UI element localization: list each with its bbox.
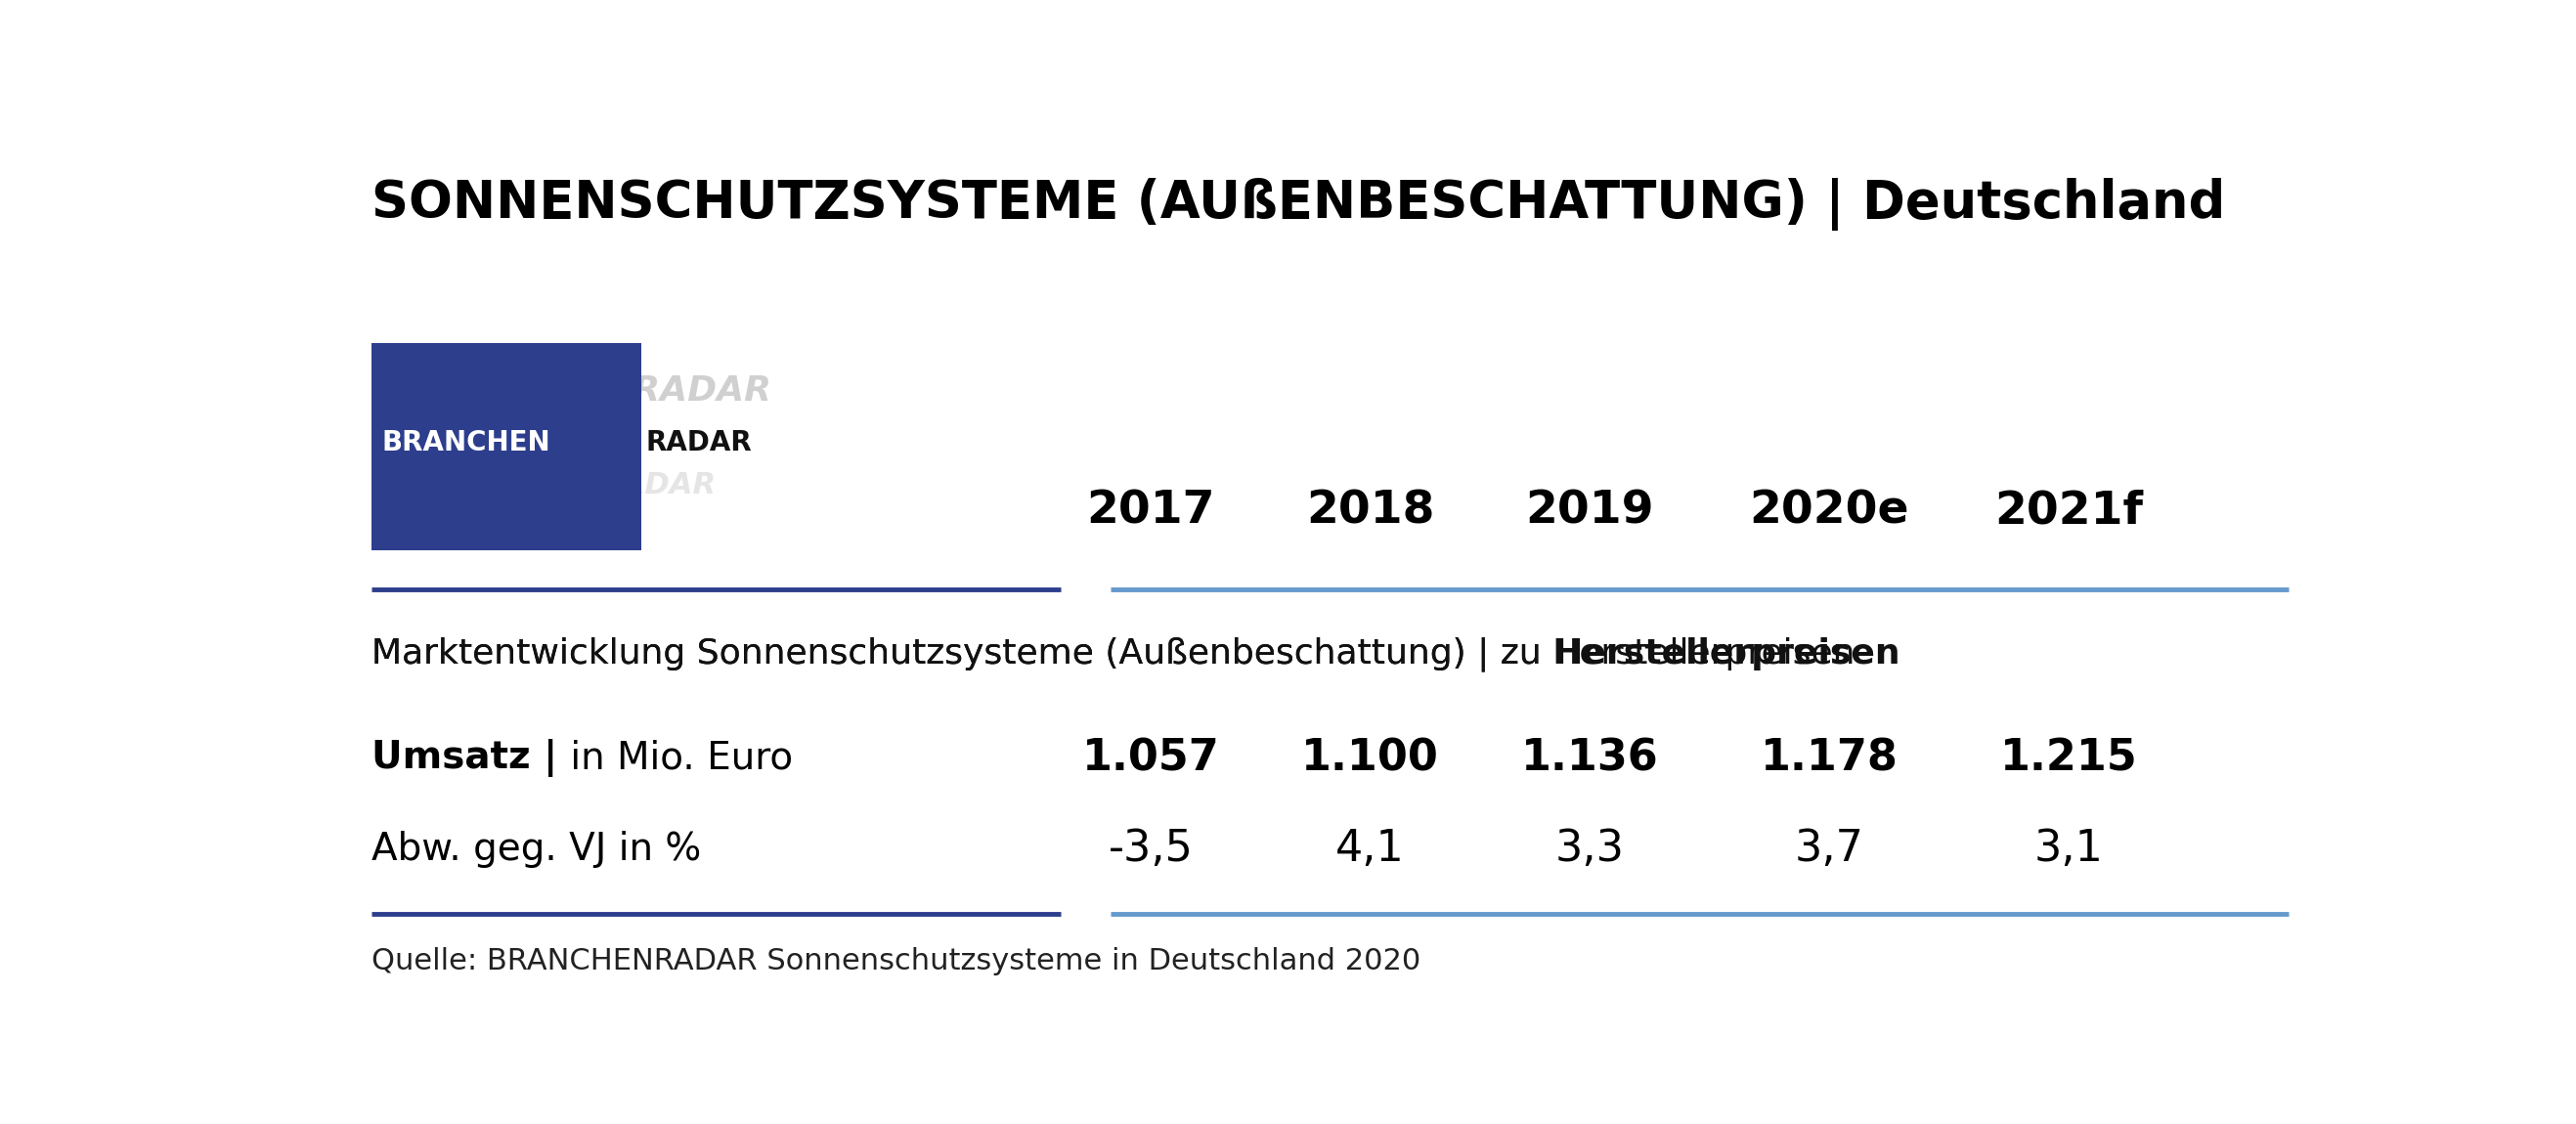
Text: BRANCHEN: BRANCHEN [381, 428, 551, 456]
Text: 1.057: 1.057 [1082, 737, 1218, 779]
Text: 1.100: 1.100 [1301, 737, 1440, 779]
Text: 4,1: 4,1 [1334, 828, 1404, 870]
Text: in Mio. Euro: in Mio. Euro [559, 740, 793, 777]
FancyBboxPatch shape [371, 343, 641, 551]
Text: 3,7: 3,7 [1795, 828, 1865, 870]
Text: 2018: 2018 [1306, 489, 1435, 534]
Text: 3,1: 3,1 [2035, 828, 2105, 870]
Text: Herstellerpreisen: Herstellerpreisen [1553, 637, 1901, 671]
Text: RADAR: RADAR [647, 428, 752, 456]
Text: 1.178: 1.178 [1759, 737, 1899, 779]
Text: Umsatz |: Umsatz | [371, 738, 559, 777]
Text: BRANCHENRADAR: BRANCHENRADAR [412, 374, 770, 407]
Text: Abw. geg. VJ in %: Abw. geg. VJ in % [371, 831, 701, 868]
Text: 2019: 2019 [1525, 489, 1654, 534]
Text: BRANCHENRADAR: BRANCHENRADAR [412, 471, 716, 500]
Text: 2021f: 2021f [1994, 489, 2143, 534]
Text: 2020e: 2020e [1749, 489, 1909, 534]
Text: 1.136: 1.136 [1520, 737, 1659, 779]
Text: SONNENSCHUTZSYSTEME (AUßENBESCHATTUNG) | Deutschland: SONNENSCHUTZSYSTEME (AUßENBESCHATTUNG) |… [371, 179, 2226, 230]
Text: 2017: 2017 [1087, 489, 1216, 534]
Text: Quelle: BRANCHENRADAR Sonnenschutzsysteme in Deutschland 2020: Quelle: BRANCHENRADAR Sonnenschutzsystem… [371, 948, 1422, 976]
Text: 1.215: 1.215 [1999, 737, 2138, 779]
Text: Marktentwicklung Sonnenschutzsysteme (Außenbeschattung) | zu Herstellerpreisen: Marktentwicklung Sonnenschutzsysteme (Au… [371, 637, 1855, 671]
Text: -3,5: -3,5 [1108, 828, 1193, 870]
Text: Marktentwicklung Sonnenschutzsysteme (Außenbeschattung) | zu: Marktentwicklung Sonnenschutzsysteme (Au… [371, 637, 1553, 671]
Text: 3,3: 3,3 [1556, 828, 1625, 870]
